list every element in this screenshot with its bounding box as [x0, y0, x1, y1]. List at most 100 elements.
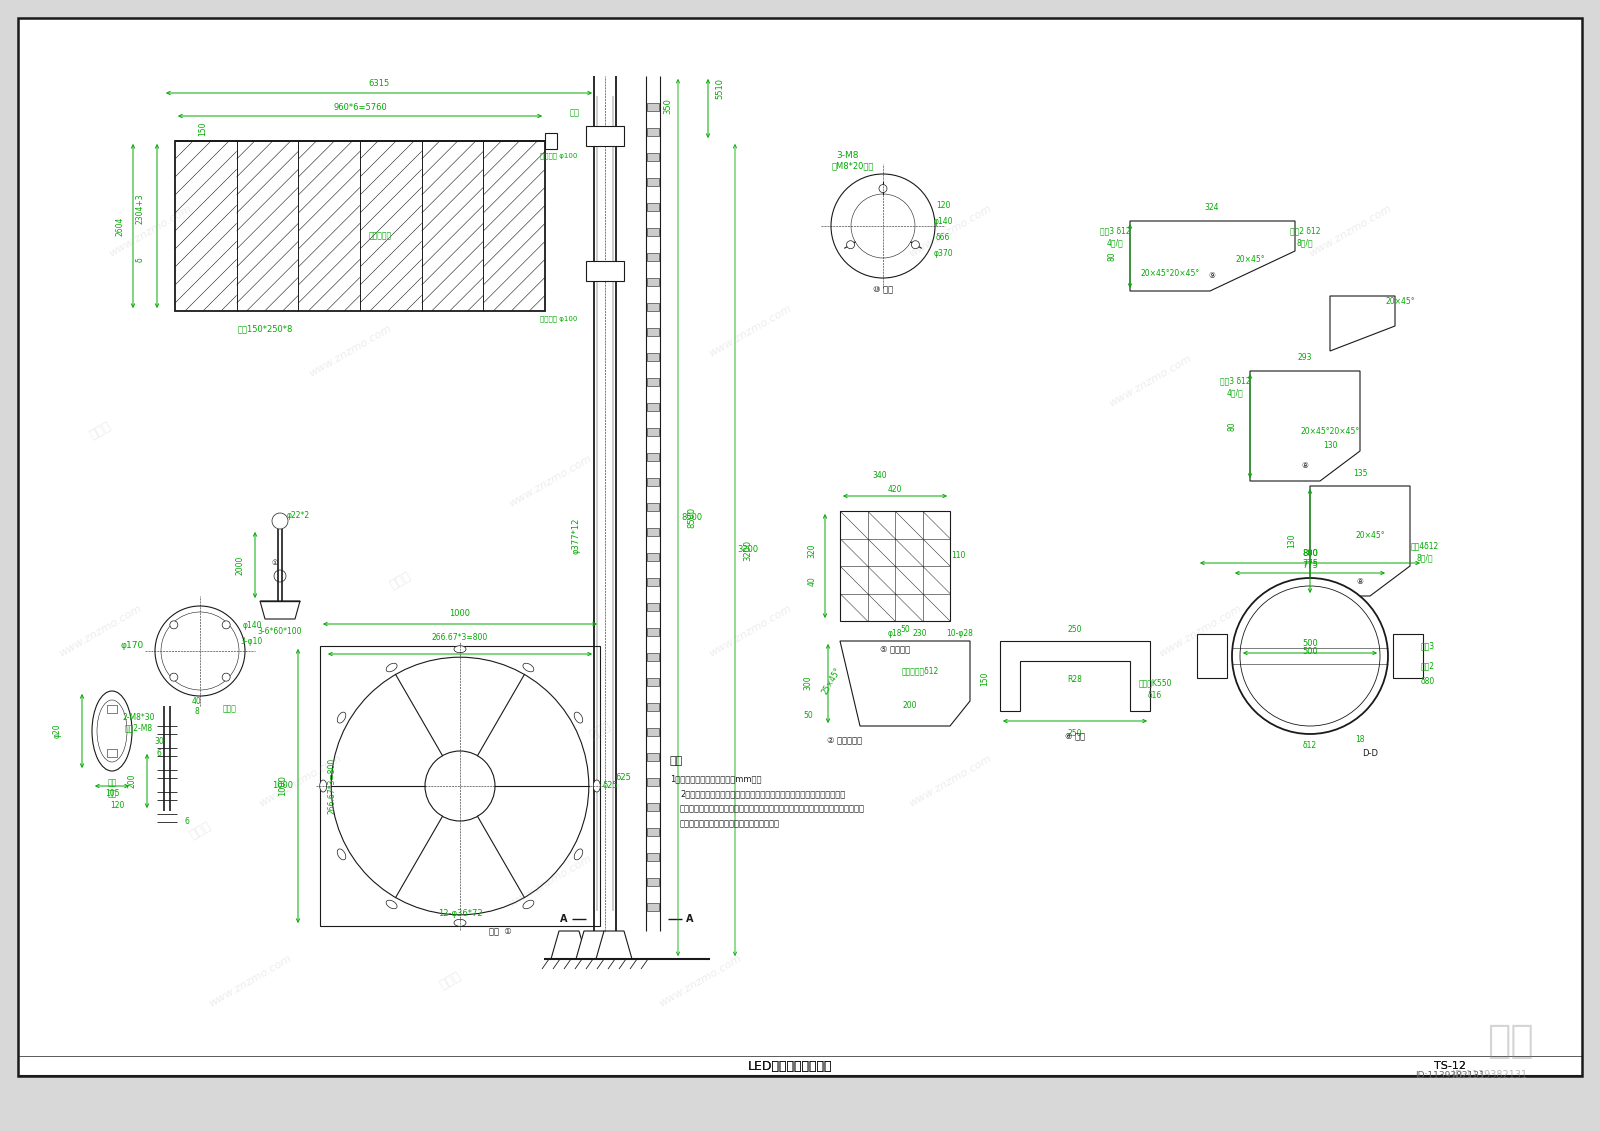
Text: 80: 80: [1107, 251, 1117, 261]
Text: ⑩ 顶盖: ⑩ 顶盖: [874, 285, 893, 294]
Text: 6315: 6315: [368, 79, 390, 88]
Text: 筋杷3 δ12: 筋杷3 δ12: [1219, 377, 1250, 386]
Text: 底法兰筋板δ12: 底法兰筋板δ12: [901, 666, 939, 675]
Bar: [646, 753, 659, 761]
Circle shape: [162, 612, 238, 690]
Bar: [1197, 634, 1227, 677]
Text: www.znzmo.com: www.znzmo.com: [707, 603, 794, 658]
Text: www.znzmo.com: www.znzmo.com: [206, 953, 293, 1009]
Bar: [586, 261, 624, 280]
Text: www.znzmo.com: www.znzmo.com: [907, 753, 994, 809]
Text: 50: 50: [901, 624, 910, 633]
Text: 20×45°: 20×45°: [1355, 532, 1386, 541]
Bar: [646, 278, 659, 286]
Ellipse shape: [320, 780, 326, 792]
Bar: [646, 228, 659, 236]
Text: 150: 150: [981, 672, 989, 687]
Polygon shape: [550, 931, 587, 959]
Bar: [646, 628, 659, 636]
Ellipse shape: [386, 900, 397, 908]
Text: 800: 800: [1302, 549, 1318, 558]
Text: 筋杷2 δ12: 筋杷2 δ12: [1290, 226, 1320, 235]
Text: 80: 80: [1227, 421, 1237, 431]
Text: ⑧: ⑧: [1357, 577, 1363, 586]
Text: φ377*12: φ377*12: [571, 518, 581, 554]
Ellipse shape: [338, 713, 346, 723]
Text: LED可变诱导屏大样图: LED可变诱导屏大样图: [747, 1060, 832, 1072]
Text: 知末网: 知末网: [187, 820, 213, 843]
Text: 侧板: 侧板: [107, 778, 117, 787]
Text: 下料展K550: 下料展K550: [1138, 679, 1171, 688]
Text: 775: 775: [1302, 560, 1318, 569]
Text: 340: 340: [872, 472, 888, 481]
Text: LED可变诱导屏大样图: LED可变诱导屏大样图: [747, 1060, 832, 1072]
Bar: [107, 705, 117, 713]
Bar: [646, 328, 659, 336]
Text: 500: 500: [1302, 647, 1318, 656]
Text: δ66: δ66: [936, 233, 950, 242]
Ellipse shape: [338, 849, 346, 860]
Text: 2604: 2604: [115, 216, 125, 235]
Text: 12-φ36*72: 12-φ36*72: [438, 909, 482, 918]
Text: 250: 250: [1067, 624, 1082, 633]
Text: 3200: 3200: [744, 539, 752, 561]
Text: 625: 625: [616, 774, 632, 783]
Text: 250: 250: [1067, 728, 1082, 737]
Text: TS-12: TS-12: [1434, 1061, 1466, 1071]
Text: 8500: 8500: [688, 507, 696, 528]
Text: 800: 800: [1302, 549, 1318, 558]
Text: φ20: φ20: [53, 724, 61, 739]
Bar: [646, 153, 659, 161]
Text: 500: 500: [1302, 639, 1318, 648]
Text: 10-φ28: 10-φ28: [947, 629, 973, 638]
Polygon shape: [840, 641, 970, 726]
Text: φ140: φ140: [242, 622, 262, 630]
Bar: [646, 677, 659, 687]
Bar: [646, 428, 659, 435]
Text: 110: 110: [950, 552, 965, 561]
Text: 底盘  ①: 底盘 ①: [488, 926, 512, 935]
Text: 对本单位所没进行实际尺寸复核，在确保安全、业主、监理等相关门颁的资质下，并: 对本单位所没进行实际尺寸复核，在确保安全、业主、监理等相关门颁的资质下，并: [680, 804, 866, 813]
Ellipse shape: [523, 900, 534, 908]
Text: 200: 200: [128, 774, 136, 788]
Text: 知末网: 知末网: [437, 969, 462, 992]
Bar: [646, 903, 659, 910]
Polygon shape: [595, 931, 632, 959]
Text: 230: 230: [912, 629, 928, 638]
Text: 293: 293: [1298, 353, 1312, 362]
Text: 说明: 说明: [670, 756, 683, 766]
Text: 20×45°20×45°: 20×45°20×45°: [1301, 426, 1360, 435]
Text: 1、本图方单位：图中单位均mm计。: 1、本图方单位：图中单位均mm计。: [670, 775, 762, 784]
Text: R28: R28: [1067, 674, 1083, 683]
Bar: [646, 253, 659, 261]
Text: ID:1139382131: ID:1139382131: [1414, 1071, 1485, 1079]
Text: 知末网: 知末网: [587, 719, 613, 742]
Bar: [646, 503, 659, 511]
Text: 150: 150: [198, 122, 208, 136]
Bar: [320, 646, 600, 926]
Text: 上下开孔 φ100: 上下开孔 φ100: [541, 153, 578, 159]
Text: 筋杷4δ12: 筋杷4δ12: [1411, 542, 1438, 551]
Polygon shape: [576, 931, 611, 959]
Text: 18: 18: [1355, 734, 1365, 743]
Text: www.znzmo.com: www.znzmo.com: [1307, 204, 1394, 259]
Text: 知末: 知末: [1486, 1022, 1533, 1060]
Bar: [646, 403, 659, 411]
Text: 重心离主笱: 重心离主笱: [368, 232, 392, 241]
Ellipse shape: [93, 691, 131, 771]
Circle shape: [274, 570, 286, 582]
Text: 矩管150*250*8: 矩管150*250*8: [237, 325, 293, 334]
Text: 2000: 2000: [235, 555, 245, 575]
Circle shape: [830, 174, 934, 278]
Text: ⑧: ⑧: [1301, 461, 1309, 470]
Circle shape: [272, 513, 288, 529]
Text: δ12: δ12: [1302, 742, 1317, 751]
Text: www.znzmo.com: www.znzmo.com: [107, 204, 194, 259]
Text: A: A: [560, 914, 568, 924]
Text: 105: 105: [104, 788, 120, 797]
Text: www.znzmo.com: www.znzmo.com: [658, 953, 742, 1009]
Circle shape: [426, 751, 494, 821]
Bar: [646, 178, 659, 185]
Bar: [646, 728, 659, 736]
Text: 筋杷3 δ12: 筋杷3 δ12: [1099, 226, 1130, 235]
